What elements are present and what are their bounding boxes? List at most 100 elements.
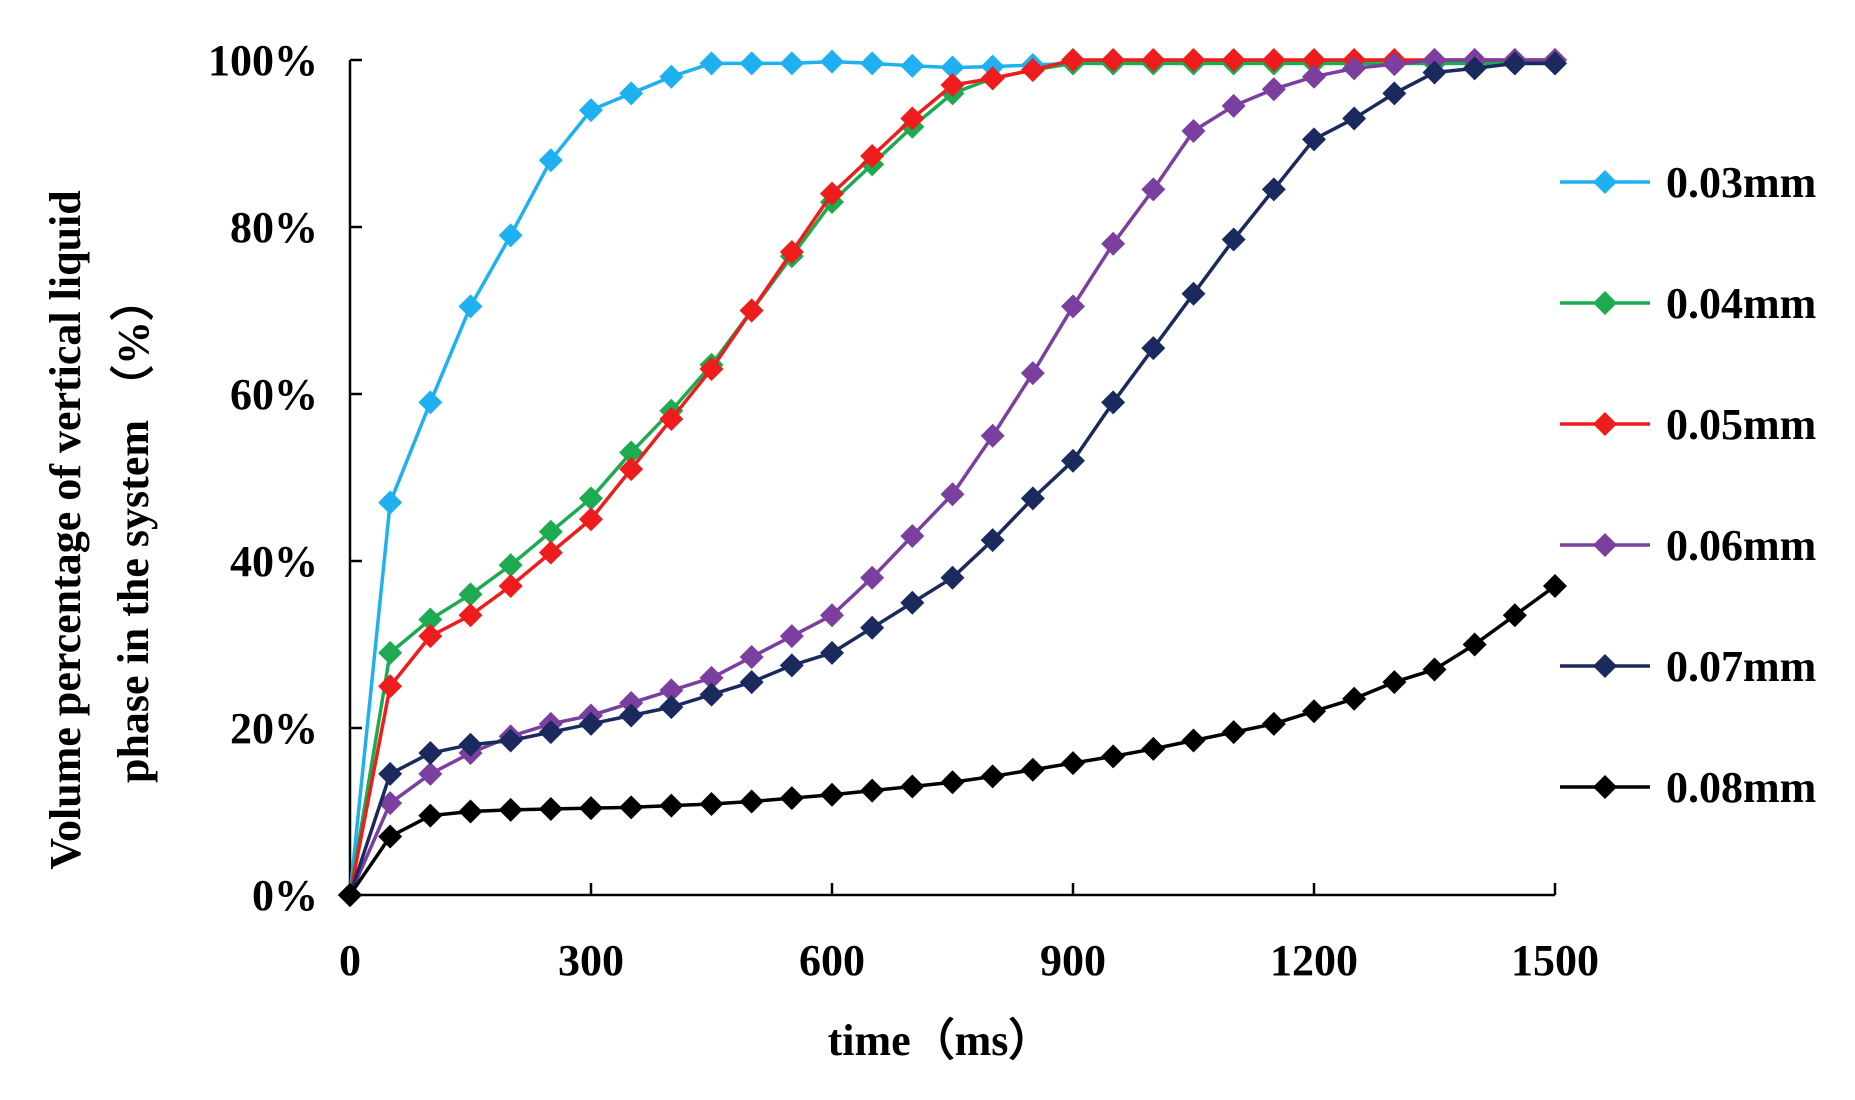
data-point-0.08mm: [1181, 728, 1206, 753]
data-point-0.03mm: [538, 148, 563, 173]
series-line-0.04mm: [348, 61, 1555, 896]
data-point-0.06mm: [1261, 77, 1286, 102]
series-0.08mm: [338, 574, 1567, 907]
data-point-0.08mm: [1061, 751, 1085, 776]
data-point-0.06mm: [940, 482, 965, 507]
data-point-0.03mm: [659, 64, 684, 89]
data-point-0.03mm: [940, 55, 965, 80]
series-0.07mm: [338, 51, 1567, 907]
data-point-0.07mm: [1261, 177, 1286, 202]
data-point-0.07mm: [418, 741, 443, 766]
data-point-0.06mm: [820, 603, 844, 628]
data-point-0.06mm: [659, 678, 684, 703]
data-point-0.08mm: [1382, 670, 1407, 695]
data-point-0.07mm: [1382, 81, 1407, 106]
data-point-0.03mm: [619, 81, 644, 106]
data-point-0.06mm: [779, 624, 804, 649]
data-point-0.07mm: [1061, 448, 1085, 473]
axis-titles: time（ms） Volume percentage of vertical l…: [41, 190, 1052, 1065]
data-point-0.08mm: [900, 774, 925, 799]
x-axis-title: time（ms）: [828, 1016, 1053, 1065]
legend-marker: [1593, 412, 1617, 436]
data-point-0.07mm: [1221, 227, 1246, 252]
x-tick-label: 1200: [1270, 936, 1358, 985]
data-point-0.08mm: [1261, 711, 1286, 736]
data-point-0.07mm: [579, 711, 603, 736]
data-point-0.06mm: [1342, 56, 1367, 81]
data-point-0.06mm: [980, 423, 1005, 448]
data-point-0.07mm: [820, 640, 844, 665]
data-point-0.08mm: [1342, 686, 1367, 711]
data-point-0.05mm: [659, 407, 684, 432]
legend-marker: [1593, 775, 1617, 799]
data-point-0.08mm: [418, 803, 443, 828]
data-point-0.04mm: [418, 607, 443, 632]
data-point-0.03mm: [779, 51, 804, 76]
data-point-0.06mm: [1181, 118, 1206, 143]
x-tick-label: 0: [339, 936, 361, 985]
data-point-0.07mm: [1020, 486, 1045, 511]
data-point-0.07mm: [1543, 51, 1567, 76]
data-point-0.07mm: [1462, 56, 1487, 81]
data-point-0.08mm: [378, 824, 403, 849]
data-point-0.07mm: [538, 720, 563, 745]
data-point-0.08mm: [1462, 632, 1487, 657]
data-point-0.05mm: [900, 106, 925, 131]
data-point-0.07mm: [1502, 51, 1527, 76]
data-point-0.07mm: [619, 703, 644, 728]
data-point-0.07mm: [940, 565, 965, 590]
data-point-0.03mm: [739, 51, 764, 76]
y-tick-label: 80%: [230, 203, 318, 252]
legend-label: 0.08mm: [1666, 763, 1816, 812]
axes: 0% 20% 40% 60% 80% 100% 0 300 600 900 1200 1500: [208, 36, 1599, 985]
data-point-0.08mm: [940, 770, 965, 795]
data-point-0.08mm: [820, 782, 844, 807]
legend-item-0.06mm: 0.06mm: [1560, 521, 1816, 570]
y-tick-label: 100%: [208, 36, 318, 85]
data-point-0.07mm: [1342, 106, 1367, 131]
data-point-0.07mm: [1181, 281, 1206, 306]
data-point-0.03mm: [458, 294, 483, 319]
data-point-0.03mm: [900, 53, 925, 78]
data-point-0.07mm: [1422, 60, 1447, 85]
data-point-0.08mm: [1502, 603, 1527, 628]
legend: 0.03mm 0.04mm 0.05mm 0.06mm 0.07mm 0.08mm: [1560, 158, 1816, 812]
y-tick-label: 40%: [230, 537, 318, 586]
data-point-0.06mm: [1020, 361, 1045, 386]
data-point-0.08mm: [1141, 736, 1166, 761]
data-point-0.04mm: [538, 519, 563, 544]
data-point-0.05mm: [1141, 48, 1166, 72]
data-point-0.04mm: [458, 582, 483, 607]
data-point-0.08mm: [980, 764, 1005, 789]
data-point-0.04mm: [579, 486, 603, 511]
y-tick-label: 20%: [230, 704, 318, 753]
series-line-0.05mm: [348, 58, 1555, 896]
data-point-0.06mm: [1382, 52, 1407, 77]
data-point-0.07mm: [860, 615, 885, 640]
data-point-0.06mm: [699, 665, 724, 690]
legend-marker: [1593, 291, 1617, 315]
data-point-0.05mm: [378, 674, 403, 699]
data-point-0.03mm: [860, 51, 885, 76]
data-point-0.06mm: [1302, 64, 1326, 89]
data-point-0.05mm: [1101, 48, 1126, 72]
data-point-0.08mm: [619, 795, 644, 820]
data-point-0.08mm: [1221, 720, 1246, 745]
legend-label: 0.06mm: [1666, 521, 1816, 570]
series-line-0.03mm: [348, 59, 1555, 896]
data-point-0.07mm: [1101, 390, 1126, 415]
data-point-0.05mm: [1061, 48, 1085, 72]
data-point-0.05mm: [458, 603, 483, 628]
data-point-0.06mm: [1101, 231, 1126, 256]
legend-item-0.04mm: 0.04mm: [1560, 279, 1816, 328]
data-point-0.07mm: [1302, 127, 1326, 152]
y-axis-title-line-1: Volume percentage of vertical liquid: [41, 190, 90, 870]
data-point-0.06mm: [418, 761, 443, 786]
data-point-0.06mm: [739, 645, 764, 670]
data-point-0.03mm: [378, 490, 403, 515]
data-point-0.06mm: [619, 690, 644, 715]
x-tick-label: 600: [799, 936, 865, 985]
data-point-0.08mm: [579, 796, 603, 821]
data-point-0.06mm: [1422, 48, 1447, 72]
